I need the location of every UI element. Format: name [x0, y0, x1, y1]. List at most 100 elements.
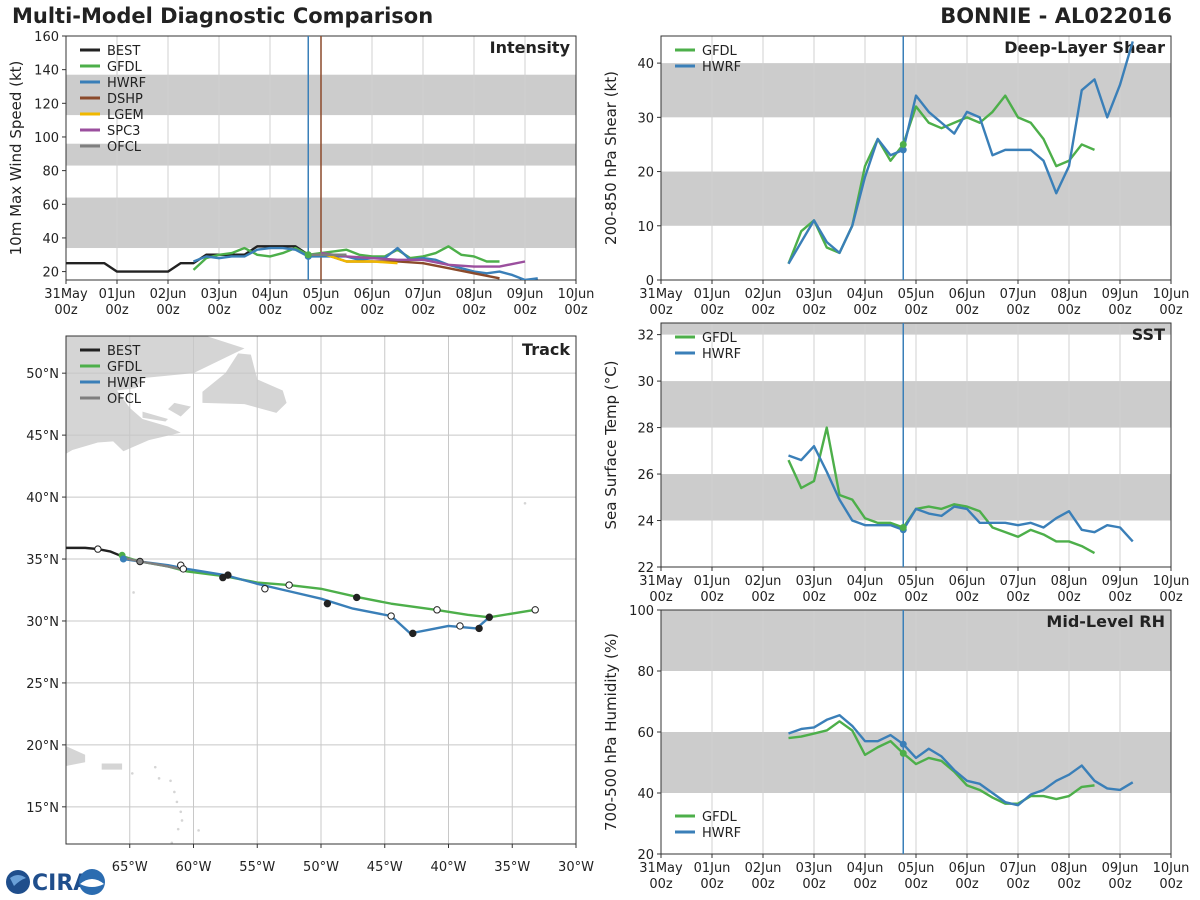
land-pei-shape: [142, 411, 168, 422]
lat-tick-label: 45°N: [26, 429, 59, 444]
x-tick-label-line: 00z: [1006, 590, 1030, 605]
y-tick-label: 20: [637, 848, 654, 863]
land-island-shape: [168, 402, 191, 417]
x-tick-label-line: 00z: [156, 303, 180, 318]
series-line-hwrf: [787, 41, 1134, 265]
x-tick-label-line: 06Jun: [949, 287, 986, 302]
lat-tick-label: 30°N: [26, 615, 59, 630]
x-tick-label-line: 00z: [751, 303, 775, 318]
lon-tick-label: 50°W: [303, 860, 339, 875]
y-tick-label: 80: [42, 165, 59, 180]
y-axis-label: 10m Max Wind Speed (kt): [7, 61, 25, 256]
tau0-marker-hwrf: [899, 740, 907, 748]
y-tick-label: 26: [637, 468, 654, 483]
x-tick-label: 01Jun 00z: [694, 861, 731, 892]
x-tick-label-line: 00z: [105, 303, 129, 318]
legend-label-best: BEST: [107, 344, 140, 359]
x-tick-label-line: 06Jun: [949, 861, 986, 876]
y-tick-label: 24: [637, 515, 654, 530]
track-point: [323, 599, 332, 608]
x-tick-label: 02Jun 00z: [745, 574, 782, 605]
x-tick-label-line: 00z: [802, 303, 826, 318]
x-tick-label-line: 00z: [649, 590, 673, 605]
x-tick-label: 06Jun 00z: [949, 287, 986, 318]
x-tick-label-line: 02Jun: [745, 574, 782, 589]
lon-tick-label: 40°W: [431, 860, 467, 875]
x-tick-label: 05Jun 00z: [303, 287, 340, 318]
x-tick-label-line: 00z: [1108, 877, 1132, 892]
x-tick-label: 07Jun 00z: [1000, 861, 1037, 892]
x-tick-label-line: 00z: [700, 590, 724, 605]
x-tick-label-line: 00z: [853, 877, 877, 892]
land-small-island: [179, 810, 183, 814]
x-tick-label: 01Jun 00z: [99, 287, 136, 318]
y-tick-label: 60: [42, 198, 59, 213]
track-line-ofcl: [123, 556, 181, 571]
x-tick-label-line: 10Jun: [1153, 287, 1190, 302]
x-tick-label-line: 00z: [853, 303, 877, 318]
x-tick-label-line: 08Jun: [1051, 574, 1088, 589]
x-tick-label-line: 07Jun: [1000, 287, 1037, 302]
track-line-hwrf: [123, 557, 491, 635]
series-line-hwrf: [193, 246, 538, 280]
x-tick-label: 04Jun 00z: [847, 574, 884, 605]
series-line-spc3: [320, 251, 526, 268]
y-tick-label: 10: [637, 220, 654, 235]
tau0-marker-hwrf: [899, 146, 907, 154]
x-tick-label-line: 00z: [411, 303, 435, 318]
x-tick-label-line: 09Jun: [507, 287, 544, 302]
x-tick-label: 10Jun 00z: [1153, 287, 1190, 318]
land-small-island: [170, 841, 174, 844]
land-small-island: [132, 591, 135, 594]
x-tick-label-line: 00z: [1057, 303, 1081, 318]
tau0-marker-gfdl: [899, 523, 907, 531]
land-hispaniola-shape: [66, 746, 86, 766]
lat-tick-label: 50°N: [26, 367, 59, 382]
y-axis-label: 700-500 hPa Humidity (%): [602, 633, 620, 831]
x-tick-label-line: 00z: [1108, 590, 1132, 605]
track-point: [285, 581, 293, 589]
x-tick-label-line: 31May: [44, 287, 88, 302]
x-tick-label: 31May 00z: [639, 287, 683, 318]
x-tick-label-line: 04Jun: [847, 861, 884, 876]
x-tick-label-line: 00z: [955, 303, 979, 318]
x-tick-label-line: 04Jun: [252, 287, 289, 302]
x-tick-label: 10Jun 00z: [558, 287, 595, 318]
y-tick-label: 160: [34, 30, 59, 45]
x-tick-label-line: 07Jun: [1000, 574, 1037, 589]
tau0-marker-gfdl: [304, 251, 312, 259]
x-tick-label-line: 00z: [904, 877, 928, 892]
x-tick-label-line: 10Jun: [1153, 574, 1190, 589]
x-tick-label-line: 10Jun: [1153, 861, 1190, 876]
legend-label-gfdl: GFDL: [702, 44, 738, 59]
x-tick-label-line: 00z: [955, 590, 979, 605]
x-tick-label: 04Jun 00z: [252, 287, 289, 318]
x-tick-label: 08Jun 00z: [1051, 861, 1088, 892]
x-tick-label: 08Jun 00z: [1051, 574, 1088, 605]
x-tick-label: 09Jun 00z: [1102, 287, 1139, 318]
legend-label-gfdl: GFDL: [702, 810, 738, 825]
x-tick-label-line: 02Jun: [150, 287, 187, 302]
x-tick-label-line: 00z: [360, 303, 384, 318]
track-point: [387, 612, 395, 620]
x-tick-label-line: 05Jun: [898, 861, 935, 876]
x-tick-label-line: 01Jun: [694, 861, 731, 876]
y-tick-label: 22: [637, 561, 654, 576]
y-axis-label: Sea Surface Temp (°C): [602, 360, 620, 529]
legend-label-hwrf: HWRF: [107, 76, 146, 91]
y-tick-label: 0: [646, 274, 654, 289]
lon-tick-label: 30°W: [558, 860, 594, 875]
lon-tick-label: 55°W: [239, 860, 275, 875]
x-tick-label-line: 00z: [802, 590, 826, 605]
x-tick-label-line: 06Jun: [949, 574, 986, 589]
x-tick-label: 05Jun 00z: [898, 287, 935, 318]
land-newfoundland-shape: [202, 353, 287, 413]
track-point: [456, 622, 464, 630]
x-tick-label-line: 06Jun: [354, 287, 391, 302]
x-tick-label-line: 01Jun: [694, 287, 731, 302]
x-tick-label-line: 00z: [955, 877, 979, 892]
track-point: [353, 593, 361, 602]
x-tick-label-line: 00z: [649, 877, 673, 892]
